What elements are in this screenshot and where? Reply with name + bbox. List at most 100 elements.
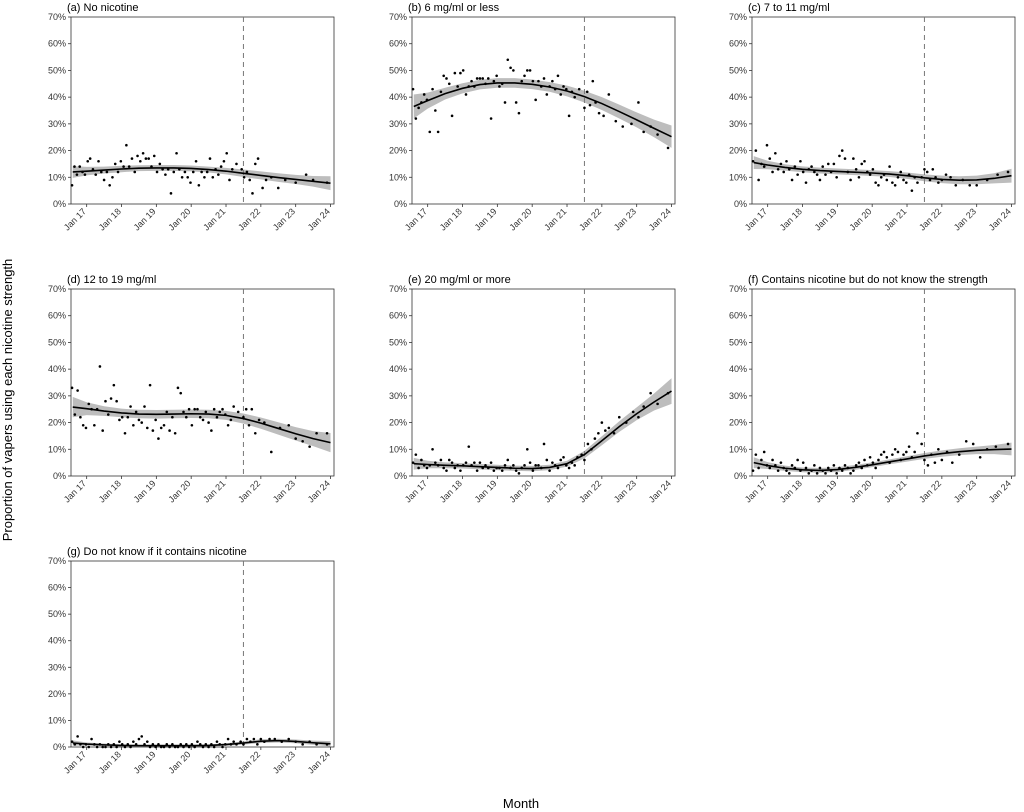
trend-line <box>72 739 331 747</box>
data-point <box>840 149 844 152</box>
data-point <box>514 469 518 472</box>
x-tick-label: Jan 23 <box>952 478 978 504</box>
data-point <box>597 111 601 115</box>
data-point <box>503 464 507 467</box>
data-point <box>129 405 132 408</box>
data-point <box>916 431 919 435</box>
data-point <box>287 737 291 741</box>
data-point <box>760 458 763 462</box>
data-point <box>211 175 215 179</box>
data-point <box>73 165 76 168</box>
data-point <box>577 87 581 91</box>
data-point <box>835 175 838 179</box>
data-point <box>422 93 426 96</box>
x-tick-label: Jan 20 <box>847 478 873 504</box>
data-point <box>70 386 74 390</box>
data-point <box>453 71 457 75</box>
data-point <box>137 418 141 422</box>
data-point <box>832 162 836 166</box>
x-tick-label: Jan 23 <box>612 206 638 232</box>
data-point <box>849 178 852 182</box>
data-point <box>164 173 167 176</box>
data-point <box>182 410 185 414</box>
data-point <box>194 159 198 163</box>
data-point <box>122 165 125 168</box>
data-point <box>197 184 201 187</box>
data-point <box>159 426 163 430</box>
data-point <box>222 159 226 163</box>
data-point <box>937 447 940 451</box>
plot-frame <box>70 288 335 477</box>
data-point <box>751 159 755 163</box>
data-point <box>154 418 157 422</box>
x-axis-title: Month <box>503 796 539 811</box>
data-point <box>838 154 841 158</box>
data-point <box>637 101 640 104</box>
data-point <box>256 157 260 160</box>
data-point <box>551 461 554 464</box>
data-point <box>445 469 448 472</box>
data-point <box>765 143 769 147</box>
data-point <box>201 745 205 749</box>
data-point <box>136 154 139 158</box>
y-tick-label: 50% <box>48 65 66 75</box>
data-point <box>475 77 479 80</box>
data-point <box>944 173 948 176</box>
y-tick-label: 70% <box>48 556 66 566</box>
data-point <box>815 472 819 475</box>
x-tick-label: Jan 19 <box>132 478 158 504</box>
data-point <box>813 464 816 467</box>
data-point <box>787 472 791 475</box>
panel-title: (d) 12 to 19 mg/ml <box>67 274 156 286</box>
x-tick-label: Jan 22 <box>577 478 603 504</box>
data-point <box>461 69 465 72</box>
data-point <box>879 175 883 179</box>
data-point <box>542 442 546 446</box>
data-point <box>923 458 926 462</box>
data-point <box>937 181 940 184</box>
data-point <box>252 737 256 741</box>
y-tick-label: 0% <box>394 471 407 481</box>
panel-f: (f) Contains nicotine but do not know th… <box>729 274 1016 505</box>
data-point <box>916 181 919 184</box>
data-point <box>489 461 493 464</box>
data-point <box>464 461 468 464</box>
data-point <box>87 402 91 406</box>
data-point <box>492 469 496 472</box>
y-tick-label: 60% <box>729 311 747 321</box>
data-point <box>840 469 844 472</box>
data-point <box>649 391 652 395</box>
data-point <box>885 456 889 459</box>
data-point <box>896 175 900 179</box>
data-point <box>116 170 120 174</box>
y-tick-label: 60% <box>389 39 407 49</box>
data-point <box>854 167 858 171</box>
data-point <box>90 737 93 741</box>
data-point <box>810 165 813 168</box>
data-point <box>978 456 982 459</box>
y-tick-label: 40% <box>48 92 66 102</box>
y-tick-label: 20% <box>729 418 747 428</box>
data-point <box>162 423 166 427</box>
data-point <box>201 418 205 422</box>
data-point <box>893 184 897 187</box>
data-point <box>436 130 440 134</box>
data-point <box>420 458 423 462</box>
panel-e: (e) 20 mg/ml or more 0% 10% 20% 30% 40% 50% 60%… <box>389 274 676 505</box>
data-point <box>155 170 159 174</box>
data-point <box>247 423 251 427</box>
data-point <box>854 464 858 467</box>
data-point <box>145 740 149 743</box>
data-point <box>926 464 930 467</box>
data-point <box>113 162 117 166</box>
confidence-band <box>72 396 331 453</box>
data-point <box>112 383 116 387</box>
y-tick-label: 60% <box>389 311 407 321</box>
data-point <box>863 159 866 163</box>
data-point <box>506 58 510 62</box>
data-point <box>757 178 760 182</box>
data-point <box>902 178 905 182</box>
data-point <box>100 170 103 174</box>
data-point <box>928 178 932 182</box>
panel-title: (a) No nicotine <box>67 2 139 14</box>
